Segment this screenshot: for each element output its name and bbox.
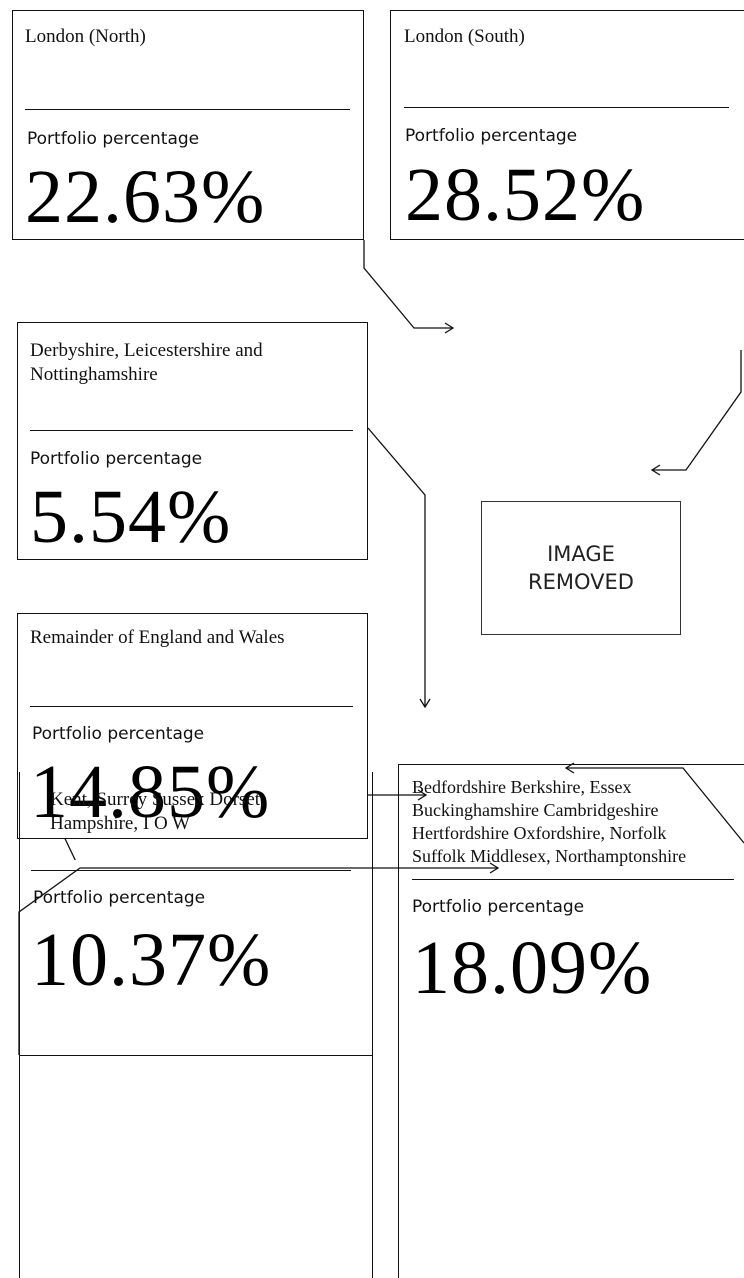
region-box-home-counties [398, 764, 744, 1278]
region-name: Bedfordshire Berkshire, Essex Buckingham… [412, 776, 686, 868]
portfolio-label: Portfolio percentage [32, 724, 205, 744]
region-name-line: Hertfordshire Oxfordshire, Norfolk [412, 823, 667, 843]
divider-line [404, 107, 729, 108]
region-name: London (North) [25, 25, 146, 49]
region-name-line: London (South) [404, 26, 525, 47]
portfolio-value: 18.09% [412, 926, 653, 1010]
region-name: Kent, Surrey Sussex Dorset, Hampshire, I… [50, 788, 265, 836]
portfolio-value: 28.52% [405, 153, 646, 237]
region-name: London (South) [404, 25, 525, 49]
portfolio-label: Portfolio percentage [405, 126, 578, 146]
arrowhead-east-midlands [419, 698, 431, 709]
region-box-south-east [19, 1055, 373, 1278]
connector-london-south [653, 350, 742, 471]
region-name-line: Kent, Surrey Sussex Dorset, [50, 789, 265, 810]
region-name: Derbyshire, Leicestershire and Nottingha… [30, 339, 263, 387]
divider-line [412, 879, 734, 880]
home-counties-content: Bedfordshire Berkshire, Essex Buckingham… [398, 764, 744, 1278]
region-name-line: Bedfordshire Berkshire, Essex [412, 777, 632, 797]
connector-right-side [567, 767, 744, 844]
portfolio-label: Portfolio percentage [33, 888, 206, 908]
region-name-line: Hampshire, I O W [50, 813, 191, 834]
region-box-london-north: London (North) Portfolio percentage 22.6… [12, 10, 364, 240]
portfolio-value: 10.37% [31, 918, 272, 1002]
placeholder-line: IMAGE [547, 542, 615, 566]
divider-line [31, 870, 351, 871]
connector-east-midlands [367, 427, 426, 706]
region-box-kent-final [19, 772, 373, 1278]
arrowhead-london-south [650, 464, 661, 476]
portfolio-label: Portfolio percentage [412, 897, 585, 917]
arrowhead-london-north [444, 322, 455, 334]
region-box-london-south: London (South) Portfolio percentage 28.5… [390, 10, 744, 240]
region-box-remainder: Remainder of England and Wales Portfolio… [17, 613, 368, 839]
placeholder-line: REMOVED [528, 570, 634, 594]
region-name-line: Remainder of England and Wales [30, 627, 285, 648]
divider-line [25, 109, 350, 110]
portfolio-value: 14.85% [30, 750, 271, 834]
region-box-east-midlands: Derbyshire, Leicestershire and Nottingha… [17, 322, 368, 560]
divider-line [30, 706, 353, 707]
portfolio-label: Portfolio percentage [30, 449, 203, 469]
kent-content: Kent, Surrey Sussex Dorset, Hampshire, I… [19, 772, 373, 1278]
portfolio-label: Portfolio percentage [27, 129, 200, 149]
region-name-line: Buckinghamshire Cambridgeshire [412, 800, 659, 820]
image-removed-placeholder: IMAGE REMOVED [481, 501, 681, 635]
divider-line [30, 430, 353, 431]
arrowhead-remainder [417, 789, 428, 801]
portfolio-value: 5.54% [30, 475, 232, 559]
region-name: Remainder of England and Wales [30, 626, 285, 650]
region-name-line: Derbyshire, Leicestershire and [30, 340, 263, 361]
connector-london-north [363, 240, 452, 329]
region-name-line: Suffolk Middlesex, Northamptonshire [412, 846, 687, 866]
region-name-line: London (North) [25, 26, 146, 47]
region-name-line: Nottinghamshire [30, 364, 158, 385]
portfolio-value: 22.63% [25, 155, 266, 239]
